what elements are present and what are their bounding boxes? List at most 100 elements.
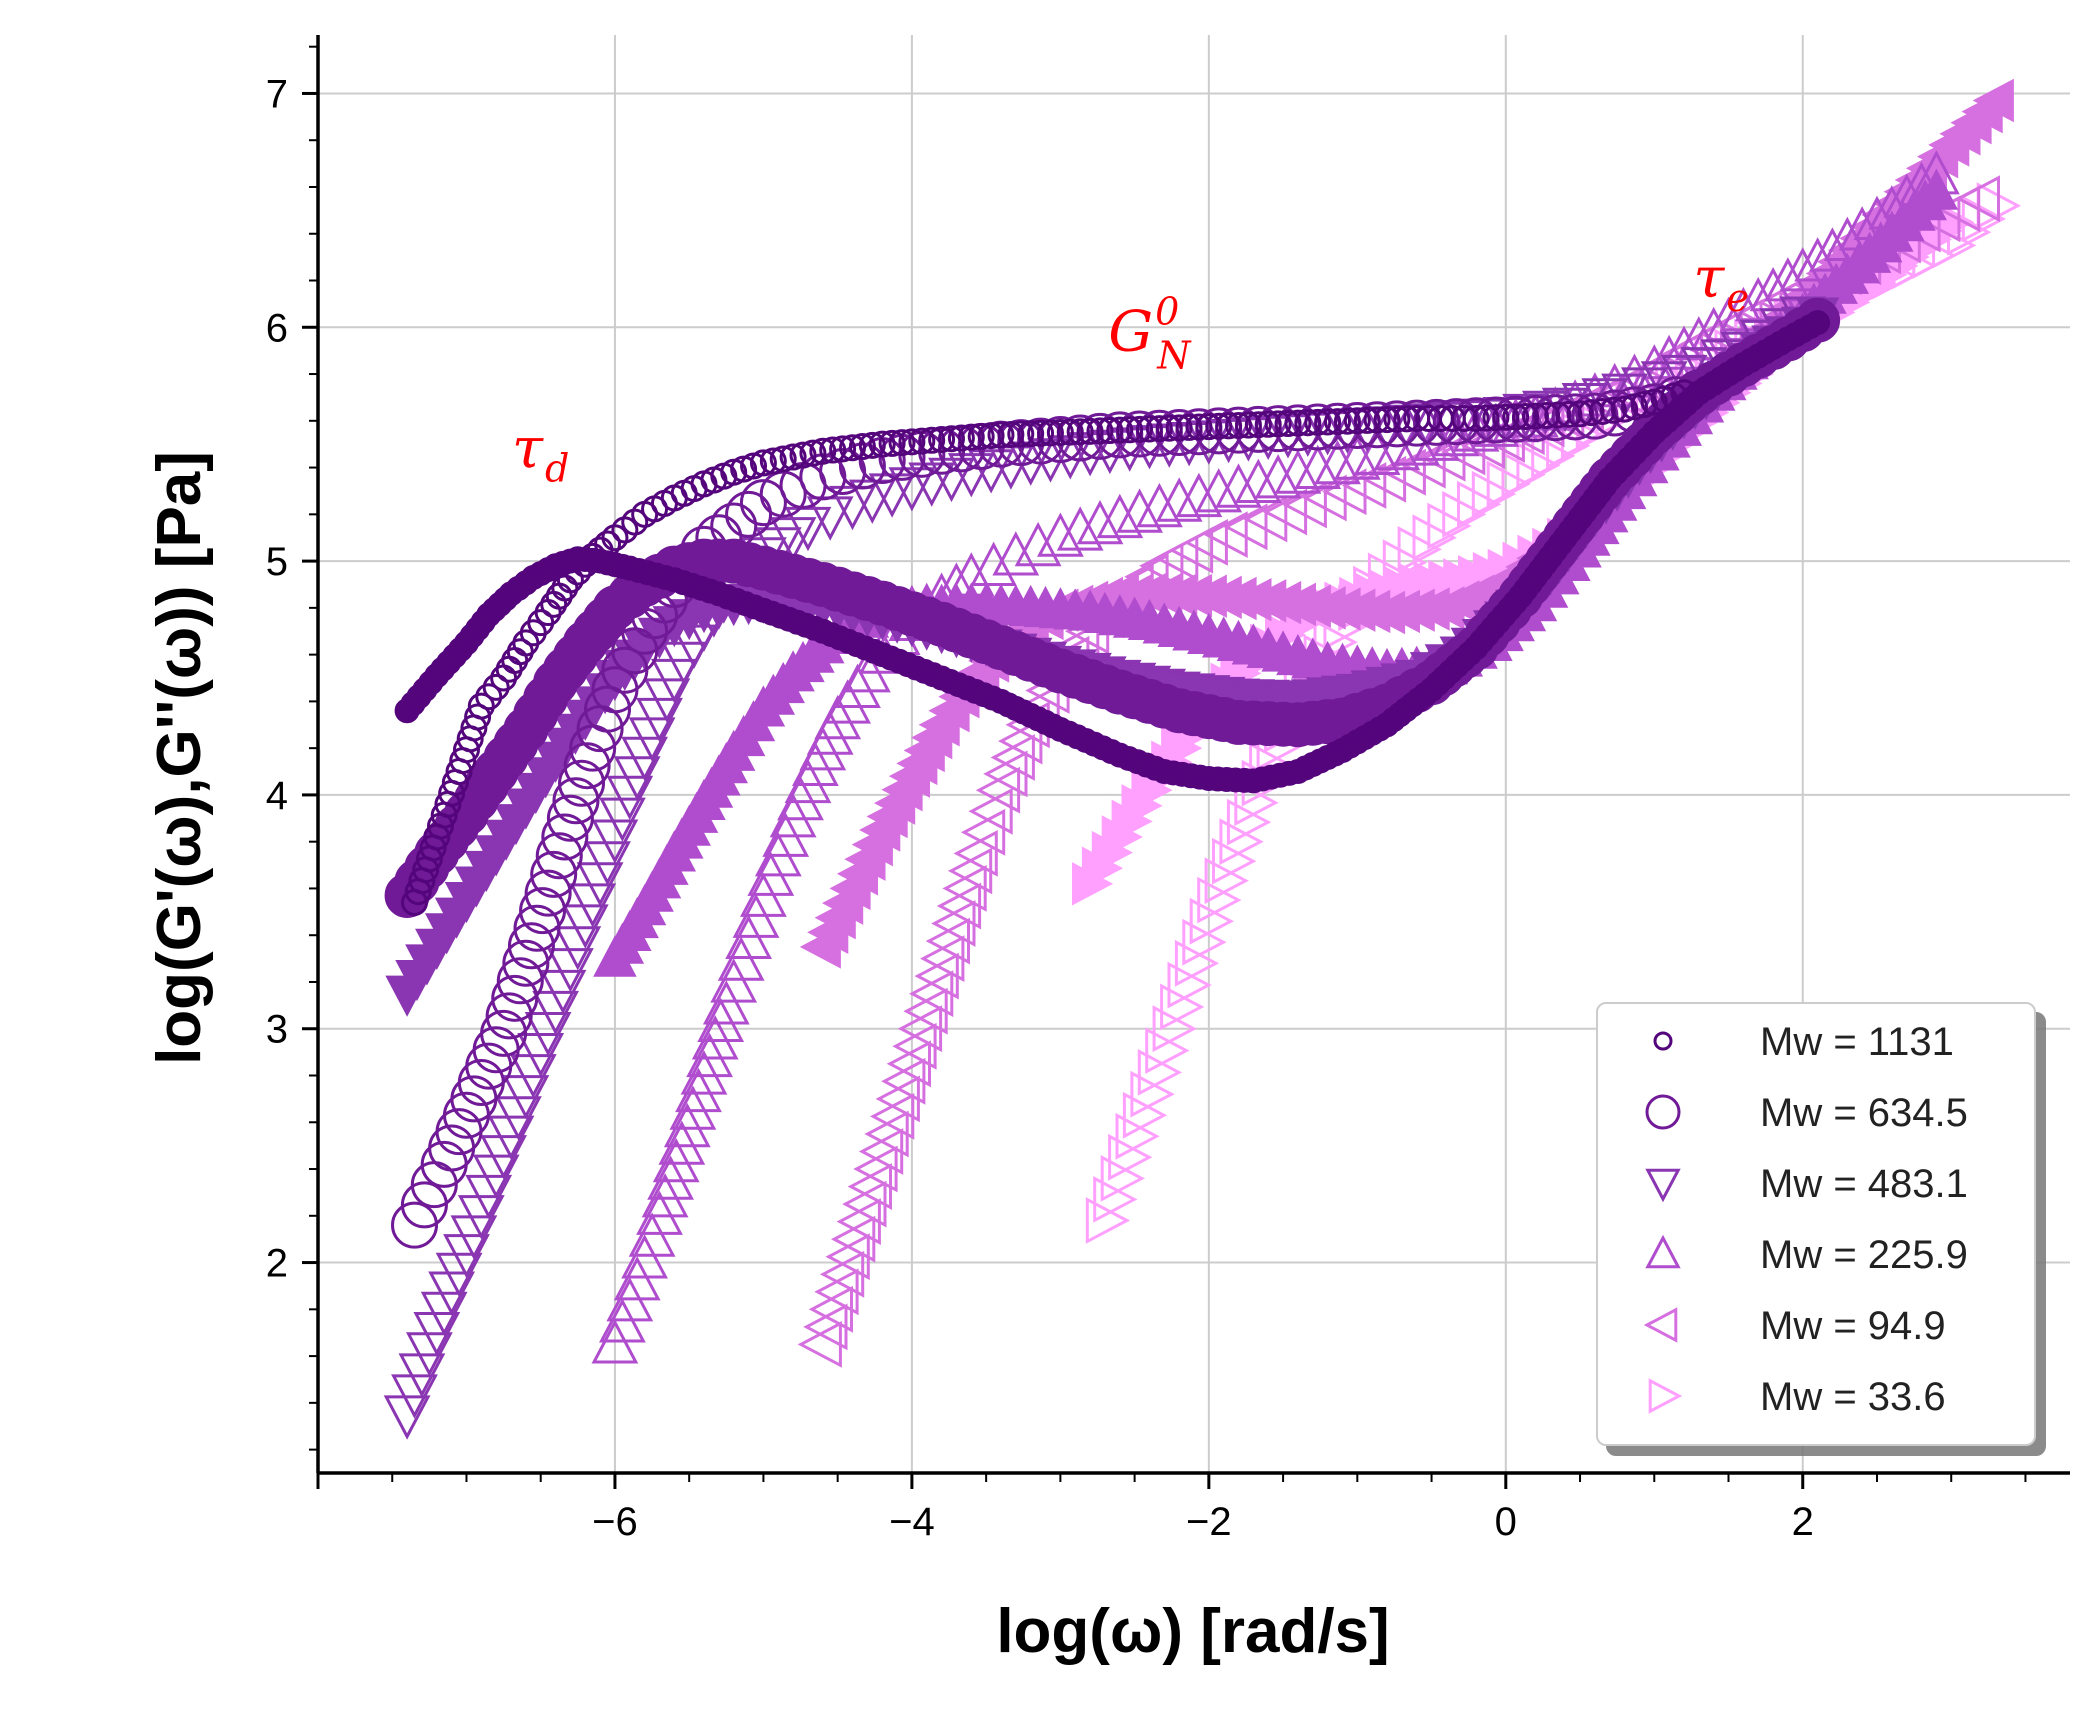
data-point-storage (1333, 407, 1361, 435)
data-point-storage (1322, 468, 1367, 516)
data-point-storage (1544, 401, 1572, 429)
data-point-storage (953, 830, 998, 877)
data-point-storage (658, 1120, 706, 1165)
data-point-storage (1462, 404, 1490, 432)
data-point-storage (1152, 1005, 1197, 1053)
data-point-storage (547, 948, 594, 993)
data-point-storage (457, 1195, 505, 1240)
data-point-storage (569, 883, 617, 928)
data-point-storage (1314, 408, 1342, 436)
data-point-storage (1205, 412, 1233, 440)
y-tick-label: 6 (266, 306, 288, 350)
data-point-storage (739, 479, 787, 527)
data-point-storage (918, 426, 946, 454)
data-point-storage (1381, 448, 1426, 496)
data-point-storage (1427, 502, 1472, 550)
data-point-storage (546, 794, 594, 842)
data-point-storage (652, 1137, 700, 1183)
data-point-storage (524, 869, 572, 917)
data-point-storage (1599, 396, 1627, 424)
data-point-storage (1007, 420, 1035, 448)
data-point-storage (621, 736, 668, 782)
data-point-storage (1955, 175, 2000, 223)
x-tick-label: 2 (1792, 1500, 1814, 1544)
data-point-storage (551, 574, 579, 602)
data-point-storage (829, 435, 857, 463)
plot-area (383, 78, 2022, 1440)
data-point-storage (1155, 477, 1203, 522)
data-point-storage (576, 862, 624, 907)
data-point-storage (1264, 410, 1292, 438)
data-point-storage (710, 958, 758, 1003)
y-tick-label: 4 (266, 774, 288, 818)
data-point-storage (1343, 407, 1371, 435)
data-point-storage (1203, 511, 1248, 558)
annotations: τd G0 N τe (512, 246, 1749, 491)
data-point-storage (1204, 857, 1249, 905)
data-point-storage (398, 1353, 446, 1398)
data-point-storage (1492, 403, 1520, 431)
data-point-storage (1512, 403, 1540, 431)
legend: Mw = 1131 Mw = 634.5 Mw = 483.1 Mw = 225.9 M… (1596, 1002, 2036, 1446)
data-point-storage (1353, 430, 1401, 475)
data-point-storage (1183, 519, 1228, 566)
data-point-storage (1037, 512, 1084, 557)
y-tick-label: 3 (266, 1008, 288, 1052)
data-point-storage (797, 1321, 842, 1368)
x-tick-label: 0 (1495, 1500, 1517, 1544)
data-point-storage (928, 426, 956, 454)
data-point-storage (391, 1374, 438, 1419)
legend-entry: Mw = 225.9 (1645, 1233, 1968, 1277)
data-point-storage (669, 1085, 717, 1130)
data-point-storage (858, 431, 886, 459)
data-point-storage (779, 443, 807, 471)
data-point-storage (1014, 521, 1062, 567)
data-point-storage (1533, 402, 1561, 430)
data-point-storage (513, 904, 561, 952)
legend-label: Mw = 33.6 (1760, 1375, 1946, 1419)
data-point-storage (1076, 417, 1104, 445)
data-point-storage (561, 904, 609, 949)
data-point-storage (675, 1067, 722, 1113)
data-point-storage (1521, 402, 1549, 430)
data-point-storage (1502, 403, 1530, 431)
data-point-storage (495, 1096, 542, 1141)
data-point-storage (591, 819, 639, 864)
data-point-storage (1116, 416, 1144, 444)
data-point-storage (464, 703, 492, 731)
data-point-storage (686, 1032, 733, 1078)
data-point-storage (968, 787, 1013, 835)
data-point-storage (1056, 506, 1104, 551)
data-point-storage (1226, 798, 1272, 846)
data-point-storage (1242, 495, 1288, 543)
data-point-storage (491, 974, 539, 1022)
data-point-storage (1294, 409, 1322, 437)
data-point-storage (524, 1012, 572, 1057)
data-point-storage (663, 1102, 711, 1148)
data-point-storage (532, 990, 579, 1036)
data-point-storage (1531, 432, 1576, 480)
data-point-storage (558, 759, 606, 807)
data-point-storage (501, 646, 529, 674)
data-point-storage (888, 429, 916, 457)
data-point-storage (960, 808, 1006, 856)
data-point-storage (1135, 415, 1163, 443)
data-point-storage (613, 756, 661, 801)
data-point-storage (1066, 418, 1094, 446)
data-point-storage (472, 1154, 520, 1199)
data-point-storage (1223, 503, 1268, 551)
x-axis-label: log(ω) [rad/s] (996, 1597, 1389, 1666)
data-point-storage (799, 439, 827, 467)
data-point-storage (1421, 434, 1466, 482)
data-point-storage (552, 777, 600, 825)
data-point-storage (545, 582, 573, 610)
data-point-storage (1215, 463, 1262, 508)
data-point-storage (554, 926, 602, 971)
data-point-storage (502, 1075, 550, 1120)
data-point-storage (1284, 409, 1312, 437)
legend-entry: Mw = 94.9 (1643, 1304, 1946, 1348)
data-point-storage (1126, 415, 1154, 443)
data-point-storage (599, 797, 646, 842)
data-point-storage (1262, 488, 1308, 536)
